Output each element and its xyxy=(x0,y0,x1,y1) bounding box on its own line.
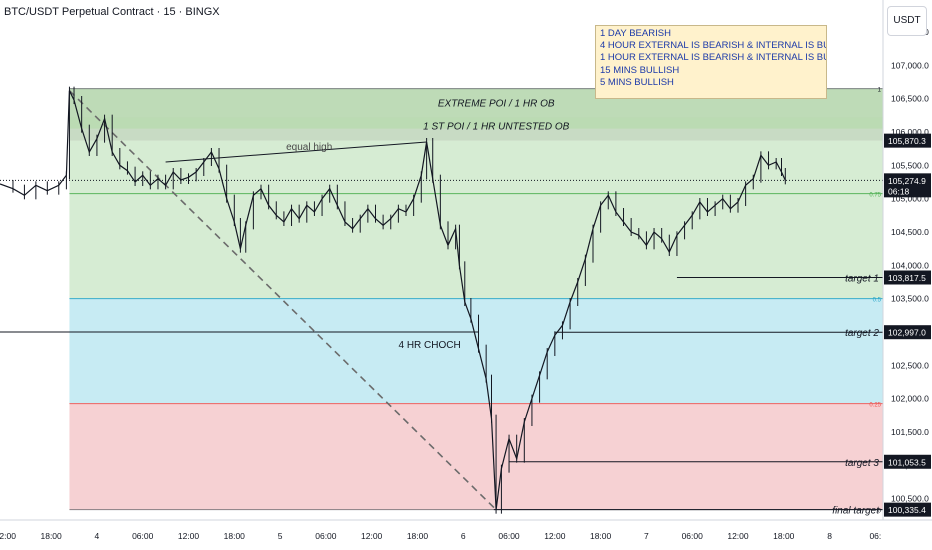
price-tick-label: 103,500.0 xyxy=(891,294,929,304)
fib-label: 0.25 xyxy=(869,403,881,409)
price-tag-label: 101,053.5 xyxy=(888,457,926,467)
zone-label: EXTREME POI / 1 HR OB xyxy=(438,99,555,110)
note-line: 4 HOUR EXTERNAL IS BEARISH & INTERNAL IS… xyxy=(600,40,826,52)
price-tick-label: 105,500.0 xyxy=(891,160,929,170)
time-tick-label: 18:00 xyxy=(224,531,246,541)
price-tag-label: 105,870.3 xyxy=(888,136,926,146)
time-tick-label: 8 xyxy=(827,531,832,541)
time-tick-label: 18:00 xyxy=(407,531,429,541)
price-tag xyxy=(884,502,931,517)
dashed-trendline xyxy=(68,90,497,511)
time-tick-label: 18:00 xyxy=(773,531,795,541)
price-tag xyxy=(884,270,931,285)
time-tick-label: 06: xyxy=(869,531,881,541)
current-price-label: 105,274.9 xyxy=(888,176,926,186)
time-tick-label: 06:00 xyxy=(498,531,520,541)
fib-label: 0 xyxy=(878,509,882,515)
price-tag-label: 102,997.0 xyxy=(888,328,926,338)
time-tick-label: 12:00 xyxy=(178,531,200,541)
time-tick-label: 06:00 xyxy=(682,531,704,541)
currency-button[interactable]: USDT xyxy=(887,6,927,36)
price-tag xyxy=(884,325,931,340)
time-tick-label: 7 xyxy=(644,531,649,541)
fib-zone-red xyxy=(69,403,883,510)
time-tick-label: 5 xyxy=(278,531,283,541)
poi-zone xyxy=(69,117,883,141)
time-tick-label: 4 xyxy=(95,531,100,541)
fib-label: 1 xyxy=(878,88,882,94)
price-tick-label: 101,500.0 xyxy=(891,427,929,437)
chart-title: BTC/USDT Perpetual Contract · 15 · BINGX xyxy=(4,6,220,18)
price-tick-label: 102,500.0 xyxy=(891,360,929,370)
price-tag-label: 100,335.4 xyxy=(888,505,926,515)
target-label: target 3 xyxy=(845,458,879,469)
time-tick-label: 6 xyxy=(461,531,466,541)
annotation-label: 4 HR CHOCH xyxy=(399,340,461,351)
price-tag xyxy=(884,454,931,469)
price-tick-label: 104,000.0 xyxy=(891,260,929,270)
price-line xyxy=(0,90,786,510)
time-tick-label: 12:00 xyxy=(361,531,383,541)
price-tag xyxy=(884,133,931,148)
note-line: 1 HOUR EXTERNAL IS BEARISH & INTERNAL IS… xyxy=(600,52,826,64)
annotation-label: equal high xyxy=(286,142,332,153)
price-tick-label: 105,000.0 xyxy=(891,194,929,204)
zone-label: 1 ST POI / 1 HR UNTESTED OB xyxy=(423,121,569,132)
time-tick-label: 06:00 xyxy=(132,531,154,541)
time-tick-label: 12:00 xyxy=(0,531,16,541)
price-tick-label: 104,500.0 xyxy=(891,227,929,237)
time-tick-label: 18:00 xyxy=(40,531,62,541)
fib-zone-blue xyxy=(69,298,883,404)
note-line: 5 MINS BULLISH xyxy=(600,76,674,88)
price-tick-label: 107,000.0 xyxy=(891,60,929,70)
time-tick-label: 18:00 xyxy=(590,531,612,541)
target-label: final target xyxy=(832,506,880,517)
target-label: target 2 xyxy=(845,328,879,339)
note-line: 1 DAY BEARISH xyxy=(600,28,671,39)
price-tick-label: 106,000.0 xyxy=(891,127,929,137)
current-price-tag xyxy=(884,173,931,198)
price-tick-label: 100,500.0 xyxy=(891,494,929,504)
fib-zone-green xyxy=(69,140,883,299)
countdown-label: 06:18 xyxy=(888,186,910,196)
time-tick-label: 12:00 xyxy=(727,531,749,541)
fib-label: 0.75 xyxy=(869,193,881,199)
equal-high-line xyxy=(165,141,427,163)
price-tick-label: 102,000.0 xyxy=(891,394,929,404)
note-line: 15 MINS BULLISH xyxy=(600,64,680,76)
analysis-note[interactable]: 1 DAY BEARISH 4 HOUR EXTERNAL IS BEARISH… xyxy=(595,25,827,99)
target-label: target 1 xyxy=(845,274,879,285)
price-tick-label: 106,500.0 xyxy=(891,94,929,104)
fib-label: 0.5 xyxy=(873,298,882,304)
time-tick-label: 12:00 xyxy=(544,531,566,541)
time-tick-label: 06:00 xyxy=(315,531,337,541)
price-tag-label: 103,817.5 xyxy=(888,273,926,283)
